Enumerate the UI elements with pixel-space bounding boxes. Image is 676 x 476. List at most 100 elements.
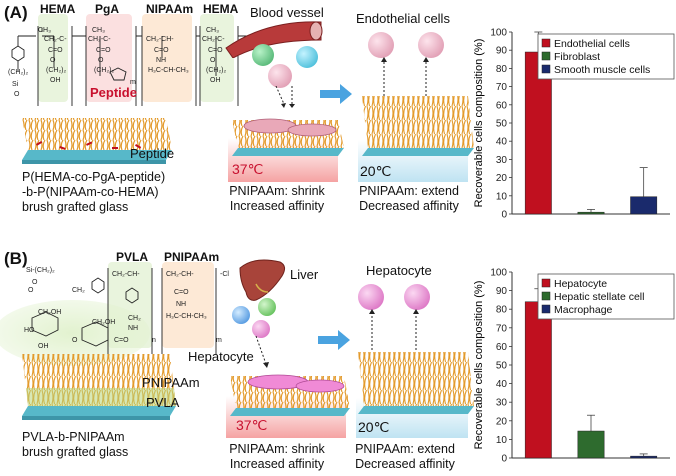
chemical-structure-b: Si-(CH₂)₂OO CH₂ CH₂-CH- CH₂-CH- -Cl CH₂NH… — [24, 267, 229, 354]
chart-b-tick-label: 90 — [496, 286, 508, 297]
chart-b-legend-swatch-3 — [541, 304, 551, 314]
arrows-down-a — [275, 86, 295, 108]
pga-box — [86, 14, 132, 102]
brush-surface-b-20 — [358, 352, 474, 414]
chart-a-tick-label: 10 — [496, 191, 508, 202]
endothelial-label: Endothelial cells — [356, 11, 450, 26]
svg-text:OH: OH — [38, 343, 49, 350]
svg-text:OH: OH — [50, 77, 61, 84]
svg-text:CH₂-C-: CH₂-C- — [202, 36, 225, 43]
monomer-nipaam: NIPAAm — [146, 2, 194, 16]
panel-b-label: (B) — [4, 249, 28, 268]
svg-text:(CH₂)₂: (CH₂)₂ — [46, 67, 66, 74]
svg-text:C=O: C=O — [208, 47, 223, 54]
caption-shrink-b: PNIPAAm: shrink Increased affinity — [229, 442, 325, 471]
released-cell-b2 — [404, 284, 430, 310]
monomer-hema-1: HEMA — [40, 2, 76, 16]
caption-shrink-a: PNIPAAm: shrink Increased affinity — [229, 184, 325, 213]
svg-text:Si: Si — [12, 81, 19, 88]
svg-text:O: O — [28, 287, 34, 294]
svg-text:-Cl: -Cl — [220, 271, 229, 278]
bar-chart-b: Recoverable cells composition (%) 0 10 20 30… — [473, 268, 675, 465]
chart-b-legend-label-2: Hepatic stellate cell — [554, 291, 644, 303]
chart-a-tick-label: 80 — [496, 64, 508, 75]
svg-text:NH: NH — [128, 325, 138, 332]
cell-cyan — [296, 46, 318, 68]
svg-text:H₃C-CH-CH₃: H₃C-CH-CH₃ — [148, 67, 189, 74]
chart-a-tick-label: 40 — [496, 137, 508, 148]
temp-37-b: 37℃ — [236, 417, 268, 433]
chart-a-bar-3 — [630, 196, 658, 215]
chart-a-y-axis-label: Recoverable cells composition (%) — [473, 39, 485, 208]
brush-surface-a-37 — [232, 118, 344, 156]
chart-a-legend-label-1: Endothelial cells — [554, 38, 630, 50]
svg-text:O: O — [50, 57, 56, 64]
released-cell-1 — [368, 32, 394, 58]
hepatocyte-left-label: Hepatocyte — [188, 349, 254, 364]
svg-text:H₃C-CH-CH₃: H₃C-CH-CH₃ — [166, 313, 207, 320]
svg-text:C=O: C=O — [154, 47, 169, 54]
cell-b-green — [258, 298, 276, 316]
cell-pink — [268, 64, 292, 88]
svg-text:HO: HO — [24, 327, 35, 334]
svg-text:O: O — [14, 91, 20, 98]
svg-text:(CH₂)₂: (CH₂)₂ — [8, 69, 28, 76]
caption-extend-a: PNIPAAm: extend Decreased affinity — [359, 184, 459, 213]
chart-b-bar-1 — [524, 301, 552, 459]
svg-text:O: O — [210, 57, 216, 64]
chart-a-legend-swatch-2 — [541, 51, 551, 61]
chart-a-tick-label: 0 — [501, 210, 507, 221]
polymer-caption-a: P(HEMA-co-PgA-peptide) -b-P(NIPAAm-co-HE… — [22, 170, 166, 214]
hema-box-1 — [38, 14, 68, 102]
peptide-label-red: Peptide — [90, 85, 137, 100]
brush-surface-b-left — [22, 354, 176, 420]
chart-b-tick-label: 80 — [496, 305, 508, 316]
panel-a-label: (A) — [4, 3, 28, 22]
svg-text:Si-(CH₂)₂: Si-(CH₂)₂ — [26, 267, 55, 274]
chart-b-legend-label-1: Hepatocyte — [554, 278, 607, 290]
svg-text:CH₂-CH-: CH₂-CH- — [146, 36, 174, 43]
svg-text:CH₂OH: CH₂OH — [38, 309, 61, 316]
temp-20-a: 20℃ — [360, 163, 392, 179]
bar-chart-a: Recoverable cells composition (%) 0 10 20 30… — [473, 28, 675, 221]
monomer-hema-2: HEMA — [203, 2, 239, 16]
svg-text:C=O: C=O — [174, 289, 189, 296]
caption-extend-b: PNIPAAm: extend Decreased affinity — [355, 442, 455, 471]
svg-text:CH₃: CH₃ — [92, 27, 105, 34]
svg-text:m: m — [130, 79, 136, 86]
temp-37-a: 37℃ — [232, 161, 264, 177]
monomer-pga: PgA — [95, 2, 119, 16]
chart-b-tick-label: 20 — [496, 416, 508, 427]
monomer-pvla: PVLA — [116, 250, 149, 264]
chart-a-legend-label-2: Fibroblast — [554, 51, 600, 63]
cell-green — [252, 44, 274, 66]
released-cell-2 — [418, 32, 444, 58]
released-cell-b1 — [358, 284, 384, 310]
svg-text:OH: OH — [210, 77, 221, 84]
transition-arrow-a — [320, 84, 352, 104]
chart-b-y-axis-label: Recoverable cells composition (%) — [473, 281, 485, 450]
chart-b-tick-label: 50 — [496, 361, 508, 372]
brush-surface-a-left — [22, 118, 172, 164]
svg-text:CH₂OH: CH₂OH — [92, 319, 115, 326]
chart-a-tick-label: 90 — [496, 46, 508, 57]
monomer-pnipaam-b: PNIPAAm — [164, 250, 220, 264]
chemical-structure-a: CH₃ CH₂-C- C=O O (CH₂)₂ OH CH₃ CH₂-C- C=O O (… — [8, 26, 248, 106]
svg-text:m: m — [216, 337, 222, 344]
arrow-down-b — [255, 336, 269, 368]
chart-a-legend-swatch-3 — [541, 64, 551, 74]
svg-text:CH₂-C-: CH₂-C- — [44, 36, 67, 43]
cell-b-blue — [232, 306, 250, 324]
chart-b-legend-swatch-2 — [541, 291, 551, 301]
chart-b-legend-box — [537, 273, 675, 320]
svg-text:C=O: C=O — [48, 47, 63, 54]
chart-a-tick-label: 100 — [490, 28, 507, 39]
transition-arrow-b — [318, 330, 350, 350]
chart-a-tick-label: 70 — [496, 82, 508, 93]
pnipaam-box — [162, 262, 214, 348]
svg-text:NH: NH — [176, 301, 186, 308]
svg-text:CH₂-CH-: CH₂-CH- — [112, 271, 140, 278]
chart-b-tick-label: 70 — [496, 323, 508, 334]
chart-a-legend-box — [537, 33, 675, 80]
chart-b-tick-label: 0 — [501, 454, 507, 465]
